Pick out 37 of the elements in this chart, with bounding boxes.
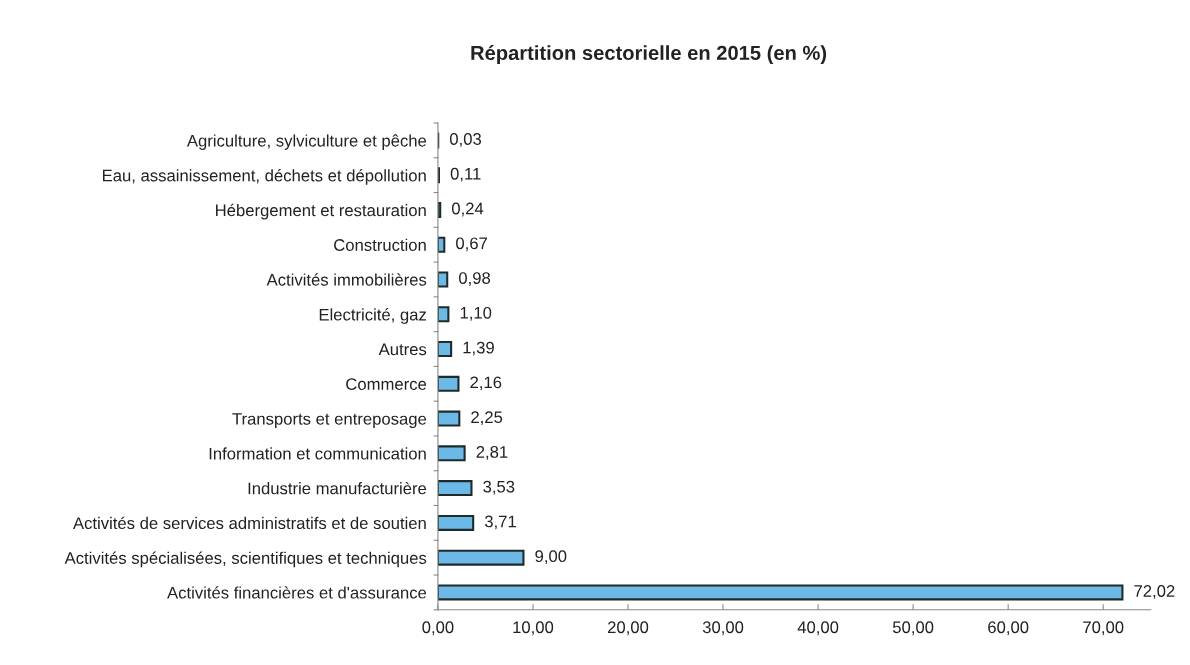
data-label: 9,00 [535, 550, 567, 565]
y-tick-label: Construction [334, 238, 426, 251]
x-tick-label: 30,00 [702, 621, 744, 636]
data-label: 1,10 [460, 306, 492, 321]
x-tick-label: 60,00 [988, 621, 1029, 636]
x-tick-label: 10,00 [513, 621, 554, 636]
data-label: 0,67 [456, 237, 487, 252]
y-tick-label: Activités immobilières [266, 273, 427, 286]
y-tick-label: Transports et entreposage [232, 413, 427, 429]
y-tick-label: Autres [378, 343, 427, 356]
y-tick-label: Agriculture, sylviculture et pêche [186, 134, 427, 150]
data-label: 72,02 [1134, 585, 1175, 599]
data-label: 1,39 [463, 341, 494, 356]
x-tick-label: 40,00 [797, 621, 839, 636]
y-tick-label: Electricité, gaz [319, 308, 426, 324]
data-label: 0,11 [450, 167, 481, 182]
chart-title: Répartition sectorielle en 2015 (en %) [471, 45, 827, 64]
x-tick-label: 20,00 [607, 621, 649, 636]
x-tick-label: 50,00 [892, 621, 934, 636]
y-tick-label: Activités de services administratifs et de soutien [73, 516, 426, 530]
y-tick-label: Industrie manufacturière [248, 481, 427, 495]
y-tick-label: Eau, assainissement, déchets et dépollution [102, 169, 426, 185]
y-tick-label: Commerce [346, 378, 427, 390]
data-label: 0,24 [451, 202, 484, 217]
data-label: 3,53 [483, 480, 515, 495]
y-tick-label: Activités spécialisées, scientifiques et techniques [64, 551, 427, 568]
y-tick-label: Hébergement et restauration [216, 203, 426, 220]
data-label: 2,81 [476, 446, 508, 460]
data-label: 2,25 [471, 411, 503, 426]
data-label: 2,16 [470, 376, 502, 391]
data-label: 0,98 [459, 272, 491, 286]
x-tick-label: 0,00 [422, 621, 454, 636]
y-tick-label: Information et communication [209, 447, 426, 460]
data-label: 3,71 [484, 515, 516, 530]
x-tick-label: 70,00 [1083, 621, 1124, 636]
data-label: 0,03 [449, 133, 482, 147]
y-tick-label: Activités financières et d'assurance [167, 586, 427, 599]
